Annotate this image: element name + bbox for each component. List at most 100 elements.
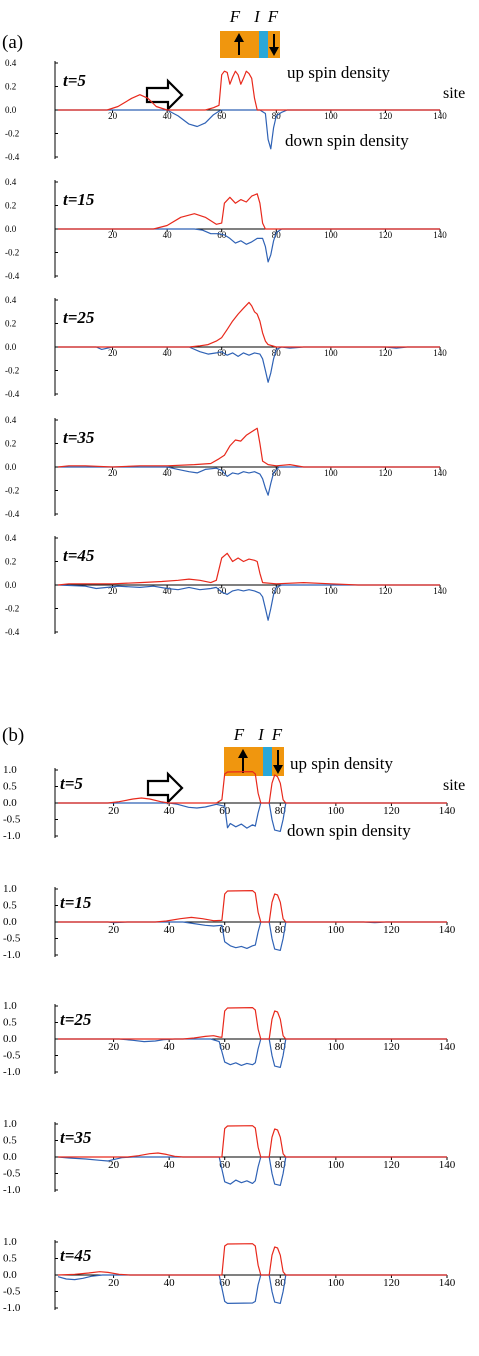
x-tick-label: 20 (108, 805, 120, 817)
down-spin-line (57, 1274, 447, 1304)
x-tick-label: 60 (217, 586, 227, 596)
x-tick-label: 140 (433, 111, 447, 121)
x-tick-label: 120 (383, 924, 400, 936)
time-label: t=45 (60, 1246, 92, 1265)
subplot-a-5: 0.4 0.2 0.0 -0.2 -0.4 20 40 60 80 100 120 140 t=45 (5, 533, 447, 637)
subplot-b-2: 1.0 0.5 0.0 -0.5 -1.0 20 40 60 80 100 120 140 t=15 (3, 883, 456, 961)
x-tick-label: 40 (164, 1041, 176, 1053)
y-tick-label: 0.0 (5, 105, 17, 115)
x-tick-label: 60 (217, 348, 227, 358)
x-tick-label: 80 (272, 230, 282, 240)
y-tick-label: -0.2 (5, 366, 19, 376)
up-spin-line (57, 552, 440, 586)
down-spin-line (58, 466, 440, 496)
x-tick-label: 80 (275, 1159, 287, 1171)
up-spin-line (58, 1125, 447, 1158)
panel-label-a: (a) (2, 32, 23, 53)
y-tick-label: 0.2 (5, 319, 16, 329)
x-tick-label: 40 (164, 1277, 176, 1289)
x-tick-label: 80 (272, 468, 282, 478)
x-tick-label: 140 (439, 1277, 456, 1289)
down-spin-line (58, 228, 440, 263)
x-tick-label: 100 (324, 586, 338, 596)
down-spin-line (57, 1156, 447, 1186)
x-tick-label: 140 (439, 805, 456, 817)
y-tick-label: 0.2 (5, 439, 16, 449)
y-tick-label: 0.5 (3, 1253, 17, 1265)
down-spin-label-a: down spin density (285, 131, 409, 150)
x-tick-label: 140 (439, 924, 456, 936)
x-tick-label: 100 (328, 805, 345, 817)
x-tick-label: 100 (324, 111, 338, 121)
x-tick-label: 80 (275, 805, 287, 817)
x-tick-label: 120 (379, 586, 393, 596)
layer-letter-3: F (267, 7, 279, 26)
x-tick-label: 20 (108, 111, 118, 121)
x-tick-label: 20 (108, 586, 118, 596)
y-tick-label: 0.0 (5, 342, 17, 352)
down-spin-line (58, 1038, 447, 1068)
x-tick-label: 20 (108, 1041, 120, 1053)
layer-letter-1: F (229, 7, 241, 26)
y-tick-label: 0.4 (5, 177, 17, 187)
up-spin-line (58, 890, 447, 923)
x-tick-label: 40 (163, 230, 173, 240)
up-spin-line (58, 1007, 447, 1040)
up-spin-line (57, 1243, 447, 1276)
x-tick-label: 40 (164, 1159, 176, 1171)
time-label: t=25 (63, 308, 95, 327)
x-tick-label: 40 (164, 924, 176, 936)
y-tick-label: -0.5 (3, 1168, 21, 1180)
y-tick-label: -0.5 (3, 1286, 21, 1298)
subplot-a-3: 0.4 0.2 0.0 -0.2 -0.4 20 40 60 80 100 120 140 t=25 (5, 295, 447, 399)
x-tick-label: 60 (217, 230, 227, 240)
x-tick-label: 80 (275, 1277, 287, 1289)
x-tick-label: 40 (163, 111, 173, 121)
x-tick-label: 20 (108, 468, 118, 478)
layer-letter-2: I (253, 7, 261, 26)
y-tick-label: 0.0 (3, 797, 17, 809)
x-tick-label: 140 (433, 348, 447, 358)
site-label-b: site (443, 777, 465, 794)
down-spin-line (58, 346, 440, 383)
x-tick-label: 100 (324, 230, 338, 240)
x-tick-label: 20 (108, 1159, 120, 1171)
x-tick-label: 140 (433, 468, 447, 478)
y-tick-label: 0.4 (5, 533, 17, 543)
x-tick-label: 60 (219, 1159, 231, 1171)
x-tick-label: 80 (272, 586, 282, 596)
y-tick-label: 0.2 (5, 201, 16, 211)
time-label: t=15 (63, 190, 95, 209)
x-tick-label: 20 (108, 924, 120, 936)
y-tick-label: 0.4 (5, 295, 17, 305)
down-spin-line (58, 109, 440, 150)
spin-down-arrow-head (273, 765, 283, 774)
time-label: t=15 (60, 893, 92, 912)
y-tick-label: -1.0 (3, 949, 21, 961)
y-tick-label: -1.0 (3, 1302, 21, 1314)
y-tick-label: -0.4 (5, 627, 20, 637)
y-tick-label: 0.0 (3, 1151, 17, 1163)
x-tick-label: 100 (324, 468, 338, 478)
y-tick-label: 1.0 (3, 1000, 17, 1012)
y-tick-label: -0.5 (3, 814, 21, 826)
y-tick-label: 0.0 (3, 916, 17, 928)
x-tick-label: 120 (383, 805, 400, 817)
up-spin-line (57, 427, 440, 468)
x-tick-label: 120 (379, 111, 393, 121)
spin-down-arrow-head (269, 47, 279, 56)
time-label: t=35 (60, 1128, 92, 1147)
down-spin-line (58, 802, 447, 832)
x-tick-label: 40 (164, 805, 176, 817)
down-spin-line (58, 921, 447, 951)
x-tick-label: 140 (433, 230, 447, 240)
y-tick-label: -0.4 (5, 271, 20, 281)
subplot-b-4: 1.0 0.5 0.0 -0.5 -1.0 20 40 60 80 100 120 140 t=35 (3, 1118, 456, 1196)
subplot-b-3: 1.0 0.5 0.0 -0.5 -1.0 20 40 60 80 100 120 140 t=25 (3, 1000, 456, 1078)
x-tick-label: 60 (219, 924, 231, 936)
x-tick-label: 80 (272, 348, 282, 358)
time-label: t=5 (60, 774, 83, 793)
y-tick-label: -0.5 (3, 1050, 21, 1062)
